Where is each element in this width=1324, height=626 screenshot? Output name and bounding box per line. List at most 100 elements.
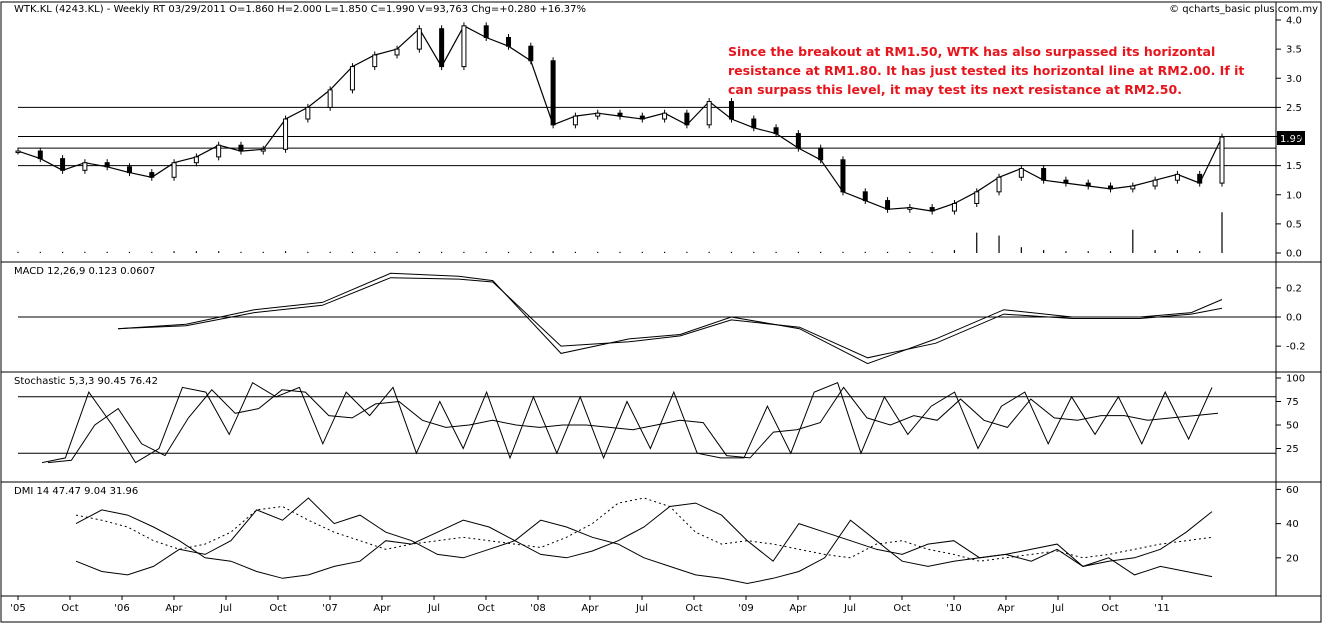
stochastic-panel: 100 75 50 25 <box>18 374 1305 464</box>
chart-header: WTK.KL (4243.KL) - Weekly RT 03/29/2011 … <box>14 4 586 15</box>
price-candle <box>862 191 868 202</box>
y-tick-label: 3.0 <box>1286 74 1302 85</box>
minus-di-line <box>75 502 1213 579</box>
y-tick-label: -0.2 <box>1286 342 1306 353</box>
price-candle <box>394 48 400 56</box>
price-candle <box>840 159 846 193</box>
x-tick-label: Jul <box>635 603 648 614</box>
x-tick-label: Oct <box>269 603 286 614</box>
price-candle <box>82 162 88 171</box>
price-candle <box>795 133 801 149</box>
price-candle <box>149 172 155 178</box>
y-tick-label: 0.0 <box>1286 313 1302 324</box>
price-candle <box>951 202 957 212</box>
y-tick-label: 2.0 <box>1286 132 1302 143</box>
price-candle <box>283 118 289 150</box>
stoch-d-line <box>47 386 1219 464</box>
y-tick-label: 4.0 <box>1286 16 1302 27</box>
price-candle <box>193 156 199 164</box>
y-tick-label: 40 <box>1286 519 1299 530</box>
x-tick-label: Apr <box>581 603 599 614</box>
price-candle <box>773 127 779 135</box>
price-candle <box>1197 173 1203 184</box>
x-tick-label: '09 <box>738 603 753 614</box>
price-candle <box>728 101 734 120</box>
price-candle <box>126 166 132 174</box>
y-tick-label: 3.5 <box>1286 45 1302 56</box>
macd-line <box>117 272 1223 365</box>
y-tick-label: 20 <box>1286 553 1299 564</box>
price-candle <box>506 36 512 47</box>
price-candle <box>1130 185 1136 190</box>
price-candle <box>216 144 222 158</box>
copyright-label: © qcharts_basic plus.com.my <box>1169 4 1318 15</box>
price-candle <box>372 54 378 68</box>
x-axis: '05 Oct '06 Apr Jul Oct '07 Apr Jul Oct '08 Apr Jul O… <box>10 596 1170 614</box>
x-tick-label: Jul <box>1051 603 1064 614</box>
price-candle <box>929 207 935 212</box>
x-tick-label: '05 <box>10 603 25 614</box>
x-tick-label: Jul <box>427 603 440 614</box>
price-candle <box>238 144 244 152</box>
price-candle <box>15 150 21 154</box>
y-tick-label: 2.5 <box>1286 103 1302 114</box>
y-tick-label: 1.5 <box>1286 161 1302 172</box>
price-candle <box>104 162 110 168</box>
x-tick-label: Oct <box>1101 603 1118 614</box>
price-candle <box>1174 173 1180 181</box>
price-candle <box>1085 182 1091 187</box>
y-tick-label: 25 <box>1286 444 1299 455</box>
x-tick-label: Oct <box>893 603 910 614</box>
price-candle <box>1063 179 1069 184</box>
price-candle <box>349 66 355 91</box>
price-candle <box>1018 168 1024 178</box>
annotation-line-1: Since the breakout at RM1.50, WTK has al… <box>728 44 1215 59</box>
y-tick-label: 75 <box>1286 397 1299 408</box>
price-candle <box>662 112 668 120</box>
price-candle <box>974 191 980 204</box>
price-candle <box>37 150 43 160</box>
macd-panel: 0.2 0.0 -0.2 <box>18 272 1306 365</box>
y-tick-label: 60 <box>1286 485 1299 496</box>
price-candle <box>550 60 556 126</box>
price-candle <box>1219 136 1225 184</box>
annotation-line-3: can surpass this level, it may test its … <box>728 82 1182 97</box>
x-tick-label: Apr <box>165 603 183 614</box>
stochastic-title: Stochastic 5,3,3 90.45 76.42 <box>14 376 158 387</box>
price-candle <box>327 89 333 108</box>
last-price-box <box>1277 131 1305 145</box>
x-tick-label: Oct <box>477 603 494 614</box>
y-tick-label: 50 <box>1286 421 1299 432</box>
x-tick-label: '10 <box>946 603 961 614</box>
x-tick-label: Apr <box>997 603 1015 614</box>
price-candle <box>1041 168 1047 181</box>
price-candle <box>528 45 534 62</box>
price-candle <box>595 112 601 117</box>
price-panel: 0.0 0.5 1.0 1.5 2.0 2.5 3.0 3.5 4.0 <box>15 16 1302 260</box>
x-tick-label: '06 <box>114 603 129 614</box>
x-tick-label: Jul <box>843 603 856 614</box>
y-tick-label: 100 <box>1286 374 1305 385</box>
price-candle <box>818 147 824 161</box>
x-tick-label: Apr <box>373 603 391 614</box>
price-candle <box>572 115 578 126</box>
price-candle <box>416 28 422 50</box>
price-candle <box>461 25 467 68</box>
x-tick-label: Apr <box>789 603 807 614</box>
x-tick-label: '11 <box>1154 603 1169 614</box>
x-tick-label: '08 <box>530 603 545 614</box>
x-tick-label: '07 <box>322 603 337 614</box>
price-candle <box>1152 179 1158 187</box>
price-candle <box>1108 185 1114 190</box>
y-tick-label: 0.5 <box>1286 219 1302 230</box>
plus-di-line <box>75 497 1213 585</box>
price-candle <box>639 115 645 120</box>
x-tick-label: Oct <box>61 603 78 614</box>
price-candle <box>171 162 177 178</box>
price-candle <box>483 25 489 38</box>
price-candle <box>706 101 712 126</box>
x-tick-label: Jul <box>219 603 232 614</box>
